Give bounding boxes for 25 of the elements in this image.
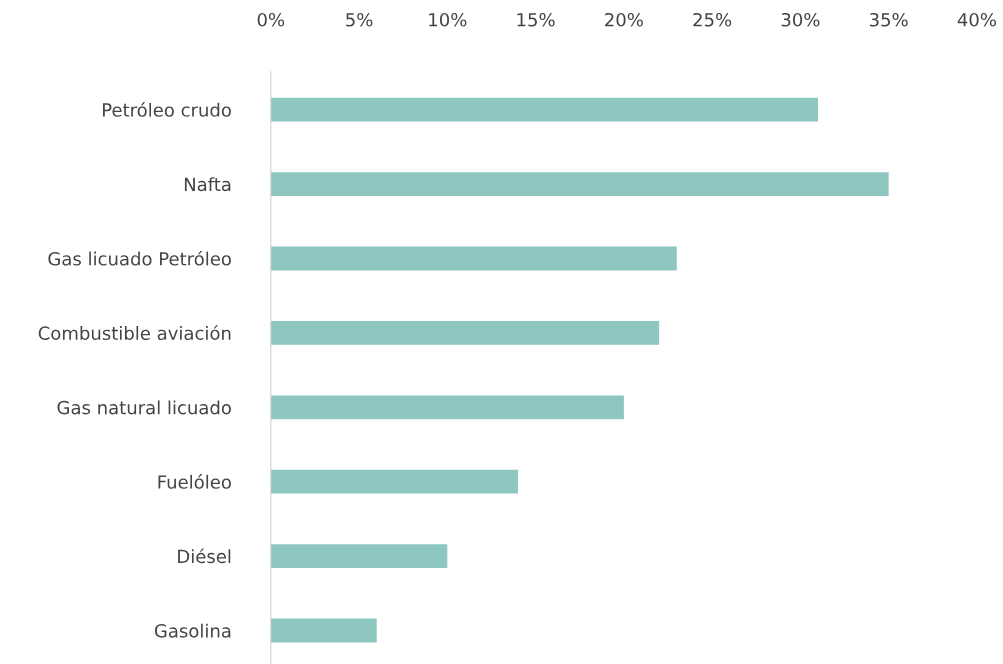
x-tick-label: 20% <box>605 12 643 27</box>
y-tick-label: Petróleo crudo <box>102 102 231 117</box>
x-tick-label: 30% <box>781 12 820 27</box>
x-tick-label: 35% <box>869 12 908 27</box>
x-tick-label: 10% <box>429 12 467 27</box>
bar <box>270 395 624 420</box>
bar <box>270 246 677 271</box>
bar <box>270 172 889 196</box>
y-tick-label: Fuelóleo <box>158 474 231 489</box>
bar <box>270 97 819 122</box>
y-tick-label: Gas natural licuado <box>57 400 231 415</box>
x-tick-label: 5% <box>346 12 373 27</box>
bar <box>270 544 448 569</box>
y-tick-label: Gasolina <box>154 623 231 638</box>
bar <box>270 618 377 643</box>
x-tick-label: 40% <box>957 12 996 27</box>
x-tick-label: 15% <box>517 12 555 27</box>
y-tick-label: Nafta <box>184 177 231 192</box>
x-tick-label: 0% <box>257 12 285 27</box>
bar <box>270 320 660 345</box>
x-tick-label: 25% <box>693 12 732 27</box>
y-tick-label: Gas licuado Petróleo <box>48 250 231 266</box>
bar <box>270 469 518 494</box>
y-tick-label: Diésel <box>178 548 231 564</box>
y-tick-label: Combustible aviación <box>38 325 231 340</box>
